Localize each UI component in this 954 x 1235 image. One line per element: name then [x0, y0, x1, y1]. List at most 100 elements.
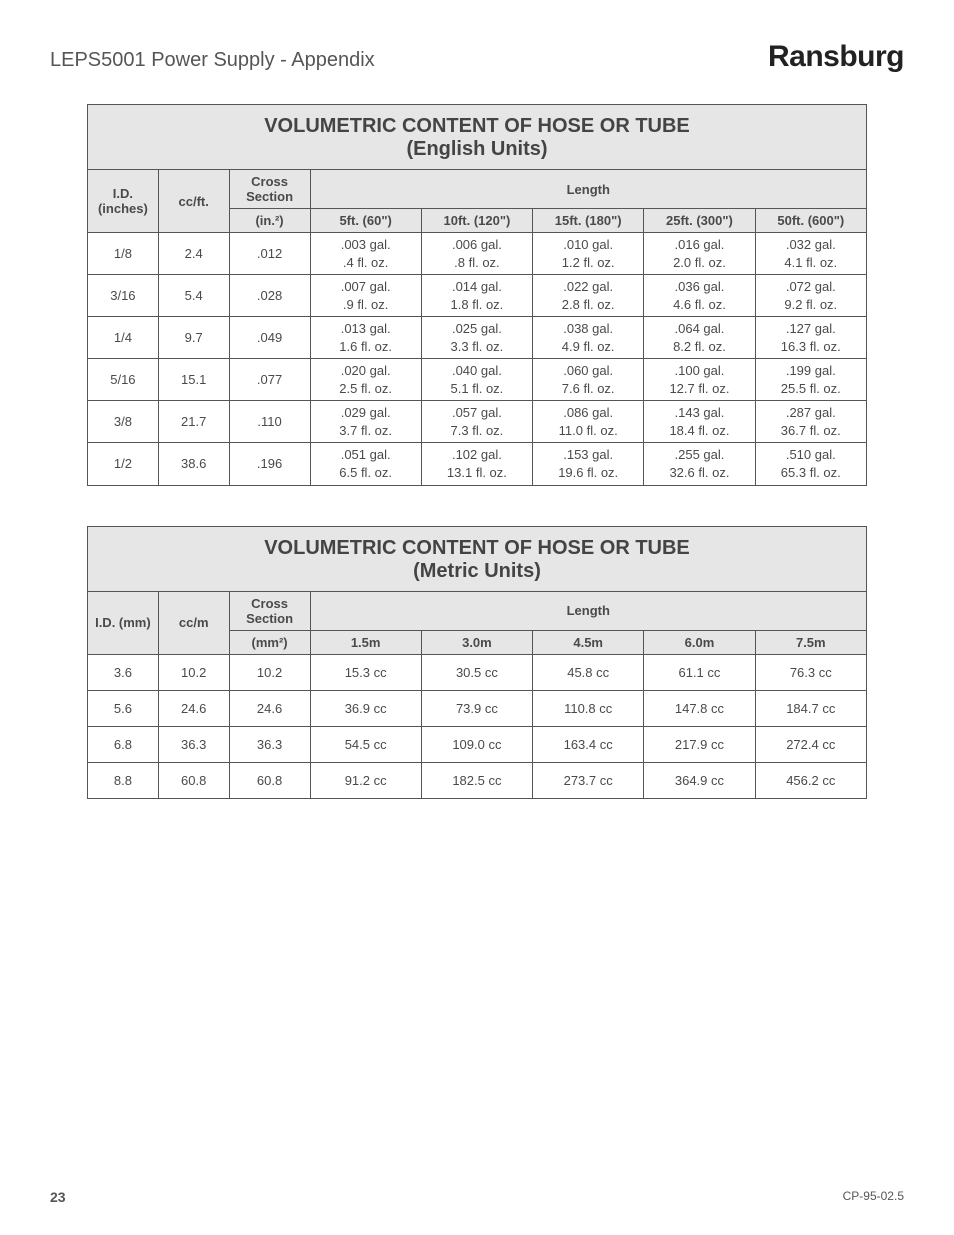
table-metric: VOLUMETRIC CONTENT OF HOSE OR TUBE (Metr… [87, 526, 867, 799]
cell-rate: 2.4 [158, 233, 229, 275]
table-row: 8.860.860.891.2 cc182.5 cc273.7 cc364.9 … [88, 762, 867, 798]
table-row: 5/1615.1.077.020 gal.2.5 fl. oz..040 gal… [88, 359, 867, 401]
cell-value: .007 gal..9 fl. oz. [310, 275, 421, 317]
col-rate-header-m: cc/m [158, 591, 229, 654]
col-length-header: Length [310, 170, 866, 209]
len-h-0: 5ft. (60") [310, 209, 421, 233]
page-number: 23 [50, 1189, 66, 1205]
cell-value: .060 gal.7.6 fl. oz. [533, 359, 644, 401]
cell-value: .020 gal.2.5 fl. oz. [310, 359, 421, 401]
cell-value: .025 gal.3.3 fl. oz. [421, 317, 532, 359]
cell-rate: 21.7 [158, 401, 229, 443]
cell-xs: 10.2 [229, 654, 310, 690]
cell-value: 109.0 cc [421, 726, 532, 762]
table-metric-title: VOLUMETRIC CONTENT OF HOSE OR TUBE (Metr… [88, 526, 867, 591]
table-row: 3/821.7.110.029 gal.3.7 fl. oz..057 gal.… [88, 401, 867, 443]
table-row: 3.610.210.215.3 cc30.5 cc45.8 cc61.1 cc7… [88, 654, 867, 690]
cell-xs: 36.3 [229, 726, 310, 762]
cell-id: 8.8 [88, 762, 159, 798]
col-rate-header: cc/ft. [158, 170, 229, 233]
cell-value: .510 gal.65.3 fl. oz. [755, 443, 866, 485]
cell-value: 163.4 cc [533, 726, 644, 762]
cell-xs: .110 [229, 401, 310, 443]
cell-value: .199 gal.25.5 fl. oz. [755, 359, 866, 401]
cell-value: .064 gal.8.2 fl. oz. [644, 317, 755, 359]
cell-value: 364.9 cc [644, 762, 755, 798]
cell-value: .102 gal.13.1 fl. oz. [421, 443, 532, 485]
cell-value: 91.2 cc [310, 762, 421, 798]
table-row: 1/82.4.012.003 gal..4 fl. oz..006 gal..8… [88, 233, 867, 275]
cell-id: 1/8 [88, 233, 159, 275]
cell-value: .032 gal.4.1 fl. oz. [755, 233, 866, 275]
cell-id: 6.8 [88, 726, 159, 762]
cell-xs: 24.6 [229, 690, 310, 726]
table-row: 5.624.624.636.9 cc73.9 cc110.8 cc147.8 c… [88, 690, 867, 726]
col-length-header-m: Length [310, 591, 866, 630]
cell-value: .287 gal.36.7 fl. oz. [755, 401, 866, 443]
cell-id: 1/4 [88, 317, 159, 359]
cell-value: 217.9 cc [644, 726, 755, 762]
len-hm-3: 6.0m [644, 630, 755, 654]
cell-id: 1/2 [88, 443, 159, 485]
cell-value: 456.2 cc [755, 762, 866, 798]
cell-rate: 10.2 [158, 654, 229, 690]
cell-value: .013 gal.1.6 fl. oz. [310, 317, 421, 359]
cell-value: .100 gal.12.7 fl. oz. [644, 359, 755, 401]
cell-id: 3.6 [88, 654, 159, 690]
cell-xs: .028 [229, 275, 310, 317]
cell-xs: 60.8 [229, 762, 310, 798]
cell-id: 5.6 [88, 690, 159, 726]
cell-value: .038 gal.4.9 fl. oz. [533, 317, 644, 359]
cell-value: .072 gal.9.2 fl. oz. [755, 275, 866, 317]
col-id-header: I.D. (inches) [88, 170, 159, 233]
col-xs-header-top-m: Cross Section [229, 591, 310, 630]
table-english: VOLUMETRIC CONTENT OF HOSE OR TUBE (Engl… [87, 104, 867, 486]
cell-value: .040 gal.5.1 fl. oz. [421, 359, 532, 401]
cell-rate: 60.8 [158, 762, 229, 798]
cell-rate: 24.6 [158, 690, 229, 726]
cell-value: 45.8 cc [533, 654, 644, 690]
cell-rate: 5.4 [158, 275, 229, 317]
len-h-1: 10ft. (120") [421, 209, 532, 233]
cell-value: .010 gal.1.2 fl. oz. [533, 233, 644, 275]
cell-xs: .077 [229, 359, 310, 401]
len-h-4: 50ft. (600") [755, 209, 866, 233]
len-h-2: 15ft. (180") [533, 209, 644, 233]
col-xs-header-bot: (in.²) [229, 209, 310, 233]
cell-id: 5/16 [88, 359, 159, 401]
cell-xs: .196 [229, 443, 310, 485]
cell-value: 15.3 cc [310, 654, 421, 690]
len-hm-1: 3.0m [421, 630, 532, 654]
cell-id: 3/8 [88, 401, 159, 443]
len-hm-2: 4.5m [533, 630, 644, 654]
cell-value: .016 gal.2.0 fl. oz. [644, 233, 755, 275]
table-english-title: VOLUMETRIC CONTENT OF HOSE OR TUBE (Engl… [88, 105, 867, 170]
brand-logo: Ransburg [768, 40, 904, 74]
table-row: 6.836.336.354.5 cc109.0 cc163.4 cc217.9 … [88, 726, 867, 762]
cell-value: .127 gal.16.3 fl. oz. [755, 317, 866, 359]
cell-value: .086 gal.11.0 fl. oz. [533, 401, 644, 443]
cell-value: 272.4 cc [755, 726, 866, 762]
col-xs-header-bot-m: (mm²) [229, 630, 310, 654]
cell-rate: 36.3 [158, 726, 229, 762]
cell-value: .255 gal.32.6 fl. oz. [644, 443, 755, 485]
cell-value: .014 gal.1.8 fl. oz. [421, 275, 532, 317]
cell-value: 273.7 cc [533, 762, 644, 798]
cell-value: .143 gal.18.4 fl. oz. [644, 401, 755, 443]
doc-code: CP-95-02.5 [843, 1189, 904, 1205]
len-h-3: 25ft. (300") [644, 209, 755, 233]
cell-value: 182.5 cc [421, 762, 532, 798]
cell-value: 184.7 cc [755, 690, 866, 726]
cell-value: 110.8 cc [533, 690, 644, 726]
cell-rate: 38.6 [158, 443, 229, 485]
cell-value: 73.9 cc [421, 690, 532, 726]
cell-value: 54.5 cc [310, 726, 421, 762]
cell-value: 30.5 cc [421, 654, 532, 690]
table-row: 1/238.6.196.051 gal.6.5 fl. oz..102 gal.… [88, 443, 867, 485]
cell-value: 61.1 cc [644, 654, 755, 690]
cell-value: .029 gal.3.7 fl. oz. [310, 401, 421, 443]
cell-value: .051 gal.6.5 fl. oz. [310, 443, 421, 485]
cell-value: 76.3 cc [755, 654, 866, 690]
cell-rate: 15.1 [158, 359, 229, 401]
cell-value: .036 gal.4.6 fl. oz. [644, 275, 755, 317]
